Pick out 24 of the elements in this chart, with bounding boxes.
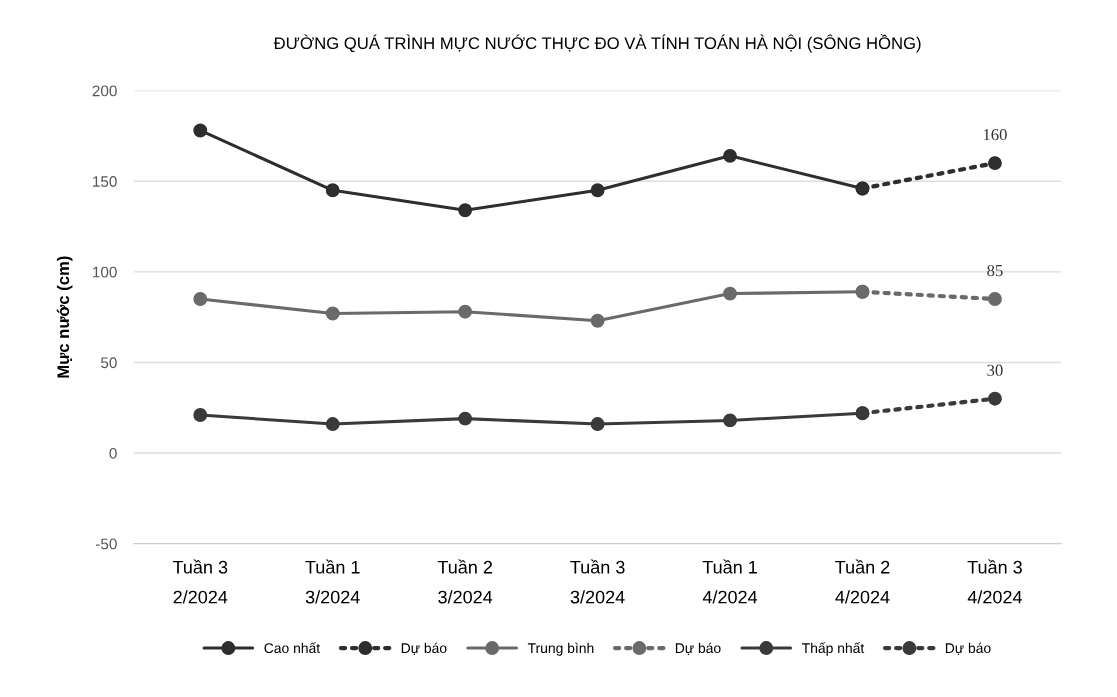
data-label: 30 <box>987 364 1003 376</box>
x-tick-label: Tuần 2 4/2024 <box>835 559 890 604</box>
x-tick-label: Tuần 2 3/2024 <box>437 559 493 604</box>
y-tick-label: 100 <box>93 266 117 278</box>
x-tick-label: Tuần 3 4/2024 <box>967 559 1023 604</box>
legend-label: Dự báo <box>945 642 991 656</box>
legend-label: Dự báo <box>401 642 447 656</box>
x-tick-label: Tuần 1 3/2024 <box>305 559 360 604</box>
legend-label: Trung bình <box>527 642 594 656</box>
y-tick-label: 200 <box>92 85 117 97</box>
legend-label: Thấp nhất <box>802 642 865 656</box>
x-tick-label: Tuần 1 4/2024 <box>702 559 758 604</box>
y-axis-title: Mực nước (cm) <box>56 256 73 378</box>
x-tick-label: Tuần 3 3/2024 <box>570 559 625 604</box>
y-tick-label: 50 <box>100 357 117 369</box>
x-tick-label: Tuần 3 2/2024 <box>172 559 228 604</box>
legend-label: Cao nhất <box>264 642 321 654</box>
y-tick-label: 0 <box>109 447 117 459</box>
y-tick-label: -50 <box>95 538 117 550</box>
legend-label: Dự báo <box>675 642 721 656</box>
data-label: 160 <box>983 129 1007 141</box>
data-label: 85 <box>987 264 1003 277</box>
y-tick-label: 150 <box>93 176 117 187</box>
chart-title: ĐƯỜNG QUÁ TRÌNH MỰC NƯỚC THỰC ĐO VÀ TÍNH TOÁN HÀ NỘI (SÔNG HỒNG) <box>273 34 921 53</box>
